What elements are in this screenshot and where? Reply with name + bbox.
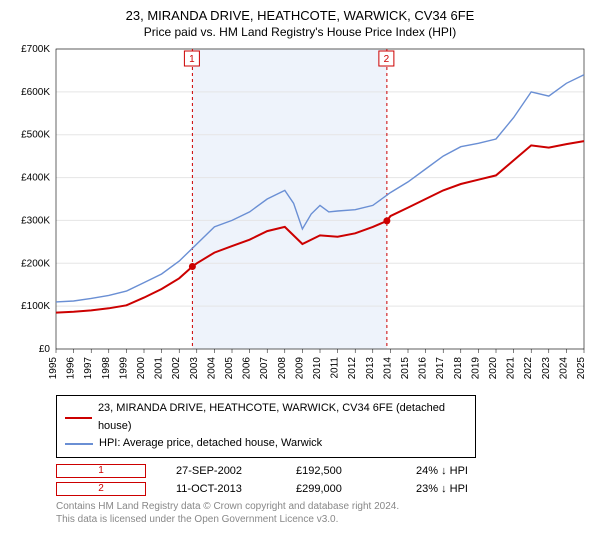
svg-text:1999: 1999 (118, 357, 129, 380)
svg-text:2008: 2008 (277, 357, 288, 380)
svg-text:2000: 2000 (136, 357, 147, 380)
svg-text:£100K: £100K (21, 301, 50, 312)
svg-text:1996: 1996 (66, 357, 77, 380)
event-price: £192,500 (296, 465, 386, 477)
svg-text:£600K: £600K (21, 87, 50, 98)
event-marker-icon: 1 (56, 464, 146, 478)
event-delta: 23% ↓ HPI (416, 483, 506, 495)
svg-text:2021: 2021 (506, 357, 517, 380)
svg-text:1997: 1997 (83, 357, 94, 380)
chart-title: 23, MIRANDA DRIVE, HEATHCOTE, WARWICK, C… (12, 8, 588, 23)
legend-row: 23, MIRANDA DRIVE, HEATHCOTE, WARWICK, C… (65, 400, 467, 435)
footer-line: This data is licensed under the Open Gov… (56, 513, 588, 526)
event-delta: 24% ↓ HPI (416, 465, 506, 477)
event-date: 11-OCT-2013 (176, 483, 266, 495)
svg-text:1: 1 (189, 54, 195, 65)
svg-text:2010: 2010 (312, 357, 323, 380)
svg-text:£400K: £400K (21, 173, 50, 184)
svg-text:1995: 1995 (48, 357, 59, 380)
legend: 23, MIRANDA DRIVE, HEATHCOTE, WARWICK, C… (56, 395, 476, 458)
event-row: 2 11-OCT-2013 £299,000 23% ↓ HPI (56, 482, 588, 496)
svg-text:2024: 2024 (558, 357, 569, 380)
footer: Contains HM Land Registry data © Crown c… (56, 500, 588, 526)
event-price: £299,000 (296, 483, 386, 495)
svg-text:2003: 2003 (189, 357, 200, 380)
event-marker-icon: 2 (56, 482, 146, 496)
legend-row: HPI: Average price, detached house, Warw… (65, 435, 467, 453)
svg-text:2018: 2018 (453, 357, 464, 380)
svg-text:2001: 2001 (154, 357, 165, 380)
svg-text:2017: 2017 (435, 357, 446, 380)
svg-text:2020: 2020 (488, 357, 499, 380)
events-table: 1 27-SEP-2002 £192,500 24% ↓ HPI 2 11-OC… (56, 464, 588, 496)
svg-text:£300K: £300K (21, 215, 50, 226)
svg-text:£500K: £500K (21, 130, 50, 141)
chart-subtitle: Price paid vs. HM Land Registry's House … (12, 25, 588, 39)
legend-label: HPI: Average price, detached house, Warw… (99, 435, 322, 453)
svg-text:2025: 2025 (576, 357, 587, 380)
svg-text:2014: 2014 (382, 357, 393, 380)
chart-area: £0 £100K £200K £300K £400K £500K £600K £700K 199… (12, 45, 588, 385)
svg-text:2022: 2022 (523, 357, 534, 380)
svg-text:2004: 2004 (206, 357, 217, 380)
chart-container: 23, MIRANDA DRIVE, HEATHCOTE, WARWICK, C… (0, 0, 600, 532)
event-row: 1 27-SEP-2002 £192,500 24% ↓ HPI (56, 464, 588, 478)
footer-line: Contains HM Land Registry data © Crown c… (56, 500, 588, 513)
svg-text:2007: 2007 (259, 357, 270, 380)
svg-text:2: 2 (384, 54, 390, 65)
chart-svg: £0 £100K £200K £300K £400K £500K £600K £700K 199… (12, 45, 588, 385)
svg-text:2019: 2019 (470, 357, 481, 380)
svg-text:2023: 2023 (541, 357, 552, 380)
legend-swatch-hpi (65, 443, 93, 445)
svg-text:£200K: £200K (21, 258, 50, 269)
svg-text:2011: 2011 (330, 357, 341, 379)
svg-text:1998: 1998 (101, 357, 112, 380)
svg-text:2005: 2005 (224, 357, 235, 380)
legend-swatch-property (65, 417, 92, 419)
svg-text:2002: 2002 (171, 357, 182, 380)
svg-text:£700K: £700K (21, 45, 50, 55)
svg-text:2009: 2009 (294, 357, 305, 380)
svg-text:£0: £0 (39, 344, 51, 355)
svg-text:2013: 2013 (365, 357, 376, 380)
svg-text:2006: 2006 (242, 357, 253, 380)
svg-text:2015: 2015 (400, 357, 411, 380)
svg-text:2016: 2016 (418, 357, 429, 380)
event-date: 27-SEP-2002 (176, 465, 266, 477)
legend-label: 23, MIRANDA DRIVE, HEATHCOTE, WARWICK, C… (98, 400, 467, 435)
svg-text:2012: 2012 (347, 357, 358, 380)
